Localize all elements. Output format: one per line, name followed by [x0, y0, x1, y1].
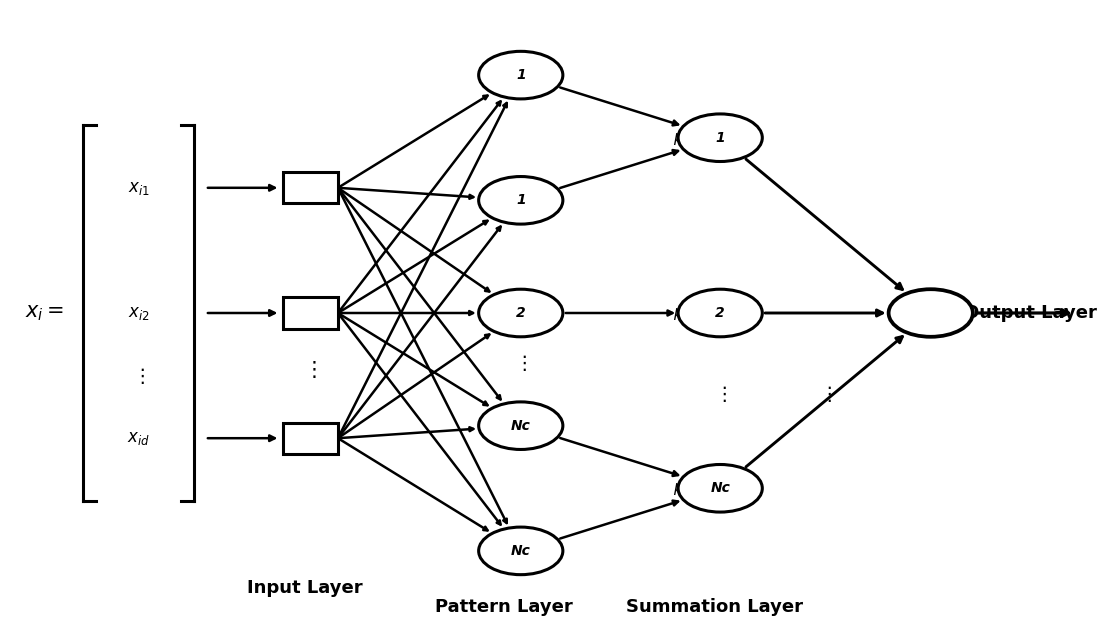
Text: Nc: Nc: [511, 419, 531, 433]
Circle shape: [479, 51, 563, 99]
Text: Input Layer: Input Layer: [247, 580, 362, 597]
Text: p(x | 1): p(x | 1): [673, 130, 728, 146]
Circle shape: [889, 289, 973, 337]
Circle shape: [678, 114, 762, 162]
Text: p(x | 2): p(x | 2): [673, 305, 728, 321]
Text: $x_i =$: $x_i =$: [24, 303, 64, 323]
Text: p(x | Nc): p(x | Nc): [673, 480, 738, 496]
Text: $x_{i2}$: $x_{i2}$: [127, 304, 150, 322]
Circle shape: [479, 289, 563, 337]
Circle shape: [479, 402, 563, 449]
Circle shape: [479, 527, 563, 575]
Text: 1: 1: [516, 193, 525, 207]
FancyBboxPatch shape: [283, 423, 338, 454]
Text: Summation Layer: Summation Layer: [626, 598, 803, 616]
Text: $x_{id}$: $x_{id}$: [127, 429, 150, 447]
Text: Nc: Nc: [710, 481, 730, 495]
FancyBboxPatch shape: [283, 297, 338, 329]
Text: 1: 1: [716, 131, 725, 145]
Text: $\vdots$: $\vdots$: [819, 384, 832, 404]
Text: Nc: Nc: [511, 544, 531, 558]
Text: Pattern Layer: Pattern Layer: [435, 598, 573, 616]
Text: $\vdots$: $\vdots$: [304, 359, 317, 380]
Text: $x_{i1}$: $x_{i1}$: [127, 179, 150, 197]
FancyBboxPatch shape: [283, 172, 338, 203]
Text: $\vdots$: $\vdots$: [714, 384, 727, 404]
Text: 1: 1: [516, 68, 525, 82]
Text: 2: 2: [716, 306, 725, 320]
Text: $\vdots$: $\vdots$: [132, 366, 145, 386]
Text: 2: 2: [516, 306, 525, 320]
Circle shape: [479, 177, 563, 224]
Circle shape: [678, 464, 762, 512]
Text: $\vdots$: $\vdots$: [514, 353, 527, 373]
Circle shape: [678, 289, 762, 337]
Text: Output Layer: Output Layer: [964, 304, 1097, 322]
